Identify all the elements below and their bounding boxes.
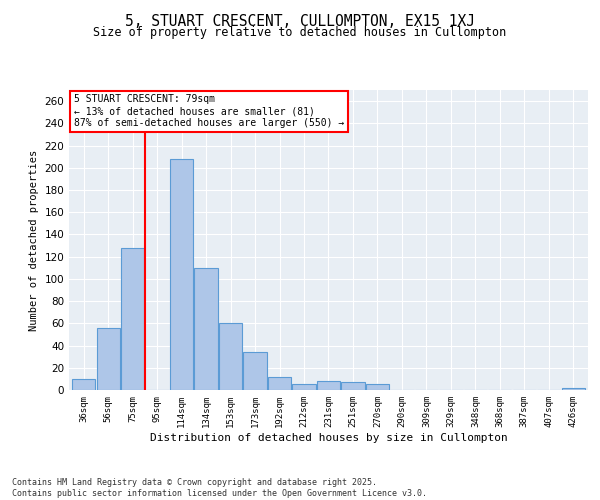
Bar [562,388,585,390]
Bar [341,382,365,390]
Bar [194,268,218,390]
Bar [317,381,340,390]
Text: Size of property relative to detached houses in Cullompton: Size of property relative to detached ho… [94,26,506,39]
Bar [366,384,389,390]
Bar [97,328,120,390]
Bar [219,324,242,390]
Text: 5 STUART CRESCENT: 79sqm
← 13% of detached houses are smaller (81)
87% of semi-d: 5 STUART CRESCENT: 79sqm ← 13% of detach… [74,94,344,128]
X-axis label: Distribution of detached houses by size in Cullompton: Distribution of detached houses by size … [149,432,508,442]
Bar [244,352,266,390]
Bar [72,379,95,390]
Bar [121,248,144,390]
Bar [292,384,316,390]
Text: 5, STUART CRESCENT, CULLOMPTON, EX15 1XJ: 5, STUART CRESCENT, CULLOMPTON, EX15 1XJ [125,14,475,29]
Bar [268,376,291,390]
Y-axis label: Number of detached properties: Number of detached properties [29,150,39,330]
Text: Contains HM Land Registry data © Crown copyright and database right 2025.
Contai: Contains HM Land Registry data © Crown c… [12,478,427,498]
Bar [170,159,193,390]
